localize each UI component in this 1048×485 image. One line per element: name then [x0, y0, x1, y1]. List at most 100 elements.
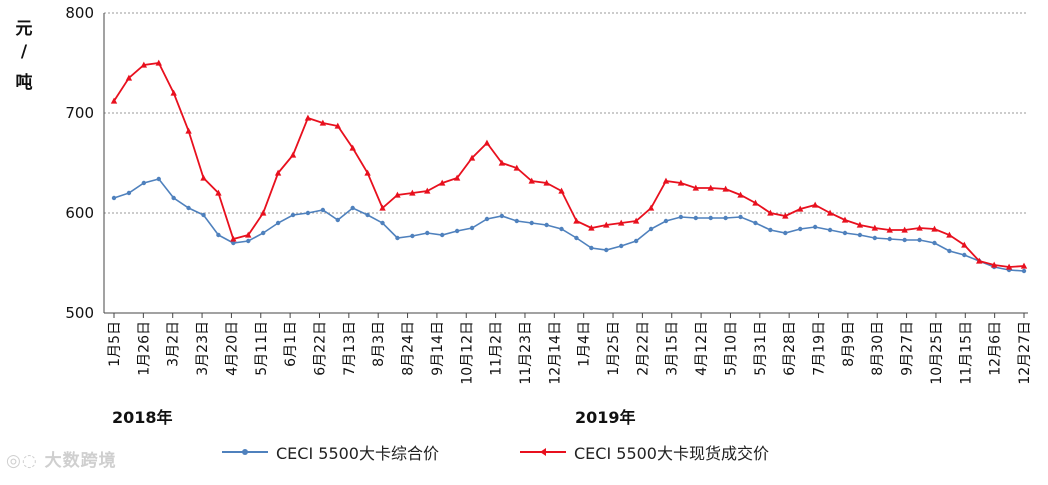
x-tick-label-20: 4月12日 [694, 321, 710, 376]
legend-label-series1: CECI 5500大卡综合价 [276, 444, 439, 463]
series-2-point-29 [543, 179, 550, 186]
series-2-point-40 [707, 184, 714, 191]
watermark: ◎◌ 大数跨境 [6, 446, 117, 471]
series-1-point-11 [275, 220, 281, 226]
logo-icon: ◎◌ [6, 451, 38, 471]
series-1-point-18 [380, 220, 385, 226]
axis-layer: 500 600 700 800 1月5日 1月26日 3月2日 3月23日 4月20日 5月11日… [65, 4, 1033, 385]
series-2-point-31 [573, 217, 580, 224]
x-tick-label-7: 6月22日 [312, 321, 328, 376]
series-2-point-45 [782, 212, 789, 219]
legend-label-series2: CECI 5500大卡现货成交价 [574, 444, 769, 463]
y-axis-label-char-2: / [20, 42, 28, 62]
series-2-point-15 [334, 122, 341, 129]
x-tick-label-6: 6月1日 [283, 321, 299, 367]
x-tick-label-19: 3月15日 [665, 321, 681, 376]
series-1-point-30 [559, 226, 564, 232]
series-2-point-2 [140, 61, 148, 68]
series-2-point-0 [110, 97, 118, 104]
series-1-point-56 [947, 248, 952, 254]
x-tick-label-12: 10月12日 [459, 321, 475, 385]
series-1-point-23 [454, 228, 460, 234]
series-1-point-8 [231, 240, 236, 246]
x-tick-label-26: 8月30日 [870, 321, 886, 376]
series-1-point-1 [126, 190, 132, 196]
x-tick-label-25: 8月9日 [841, 321, 857, 367]
series-2-point-9 [245, 231, 252, 238]
series-2-point-21 [424, 187, 431, 194]
legend-item-series1: CECI 5500大卡综合价 [222, 440, 439, 464]
series-2-point-33 [603, 221, 610, 228]
series-2-point-36 [647, 204, 655, 211]
y-axis-label-char-1: 元 [15, 19, 33, 39]
series-2-point-53 [901, 226, 908, 233]
x-tick-label-17: 1月25日 [606, 321, 622, 376]
series-2-point-24 [468, 154, 476, 161]
y-tick-label-700: 700 [65, 104, 94, 122]
x-tick-label-4: 4月20日 [224, 321, 240, 376]
series-1-point-7 [216, 232, 221, 238]
x-tick-label-21: 5月10日 [723, 321, 739, 376]
series-1-point-50 [857, 232, 863, 238]
series-1-point-43 [753, 220, 758, 226]
series-1-point-2 [141, 180, 147, 186]
series-1-point-14 [320, 207, 326, 213]
series-1-point-38 [678, 214, 684, 220]
series-2-point-58 [976, 257, 983, 264]
series-1-point-32 [589, 245, 594, 251]
series-2-point-54 [916, 224, 923, 231]
series-2-point-48 [826, 209, 834, 216]
series-1-point-34 [619, 243, 624, 249]
series-1-point-53 [902, 237, 907, 243]
series-1-point-20 [410, 233, 415, 239]
series-1-point-17 [365, 212, 370, 218]
series-2-point-34 [618, 219, 625, 226]
x-tick-label-31: 12月27日 [1017, 321, 1033, 385]
series-1-point-13 [305, 210, 311, 216]
series-1-point-47 [812, 224, 818, 230]
series-1-point-52 [887, 236, 892, 242]
series-1-point-22 [439, 232, 445, 238]
year-label-2019: 2019年 [575, 408, 636, 427]
series-2-point-32 [588, 224, 595, 231]
series-2-point-50 [856, 221, 864, 228]
grid-layer [104, 12, 1028, 214]
series-2-point-4 [170, 89, 177, 96]
series-1-point-6 [201, 212, 206, 218]
series-2-point-49 [841, 216, 849, 223]
series-1-point-39 [693, 215, 699, 221]
series-1-point-41 [723, 215, 728, 221]
series-2-point-17 [364, 169, 371, 176]
x-tick-label-29: 11月15日 [958, 321, 974, 385]
series-2-point-59 [990, 261, 998, 268]
x-tick-label-9: 8月3日 [371, 321, 387, 367]
series-1-point-48 [827, 227, 833, 233]
series-1-point-24 [469, 225, 475, 231]
series-1-point-33 [604, 247, 609, 253]
x-tick-label-22: 5月31日 [753, 321, 769, 376]
series-1-point-15 [335, 217, 340, 223]
series-1-point-16 [350, 205, 355, 211]
series-1-point-54 [917, 237, 922, 243]
series-1-point-55 [932, 240, 937, 246]
year-label-2018: 2018年 [112, 408, 173, 427]
series-2-point-16 [349, 144, 356, 151]
series-1-point-61 [1021, 268, 1027, 274]
series-1-point-5 [186, 205, 191, 211]
series-2-point-46 [797, 205, 804, 212]
legend-item-series2: CECI 5500大卡现货成交价 [520, 440, 769, 464]
series-1-point-21 [425, 230, 430, 236]
y-tick-label-500: 500 [65, 304, 94, 322]
series-2-point-35 [632, 217, 640, 224]
series-1-point-31 [574, 235, 579, 241]
series-layer [110, 59, 1028, 274]
series-1-point-27 [514, 218, 519, 224]
x-tick-label-18: 2月22日 [635, 321, 651, 376]
series-2-point-7 [215, 189, 222, 196]
x-tick-label-1: 1月26日 [136, 321, 152, 376]
series-2-point-11 [274, 169, 282, 176]
series-2-point-3 [155, 59, 162, 66]
series-2-point-30 [558, 187, 565, 194]
x-tick-label-3: 3月23日 [195, 321, 211, 376]
